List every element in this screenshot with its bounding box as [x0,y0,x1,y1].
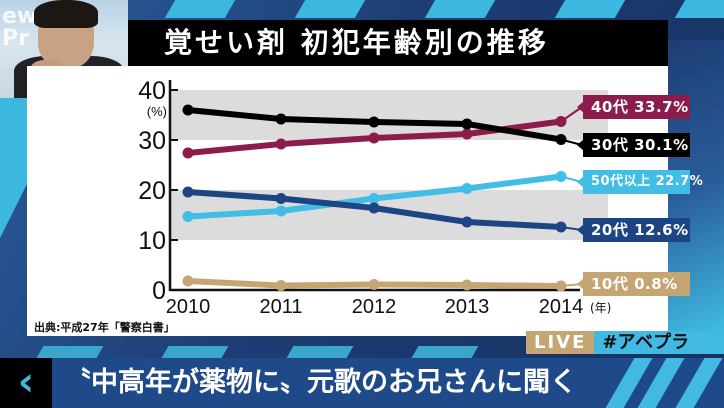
data-point [368,193,380,204]
y-tick-label: 0 [152,277,166,305]
x-tick-label: 2014 [539,296,584,318]
hashtag-label: #アベプラ [594,331,724,354]
data-point [368,202,380,214]
data-point [368,116,380,128]
data-point [182,104,194,116]
data-point [275,138,287,150]
legend-pointer [577,176,584,188]
x-axis-unit: (年) [590,301,611,315]
studio-logo: ew Pr [2,4,38,51]
data-point [555,221,567,233]
presenter-hair [34,0,98,28]
x-tick-label: 2012 [352,296,397,318]
data-point [461,279,473,291]
data-point [555,280,567,292]
chart-title-bar: 覚せい剤 初犯年齢別の推移 [128,20,668,66]
legend-tag: 30代 30.1% [583,133,690,157]
data-point [275,113,287,125]
live-banner: LIVE #アベプラ [526,331,724,354]
data-point [368,279,380,290]
legend-pointer [577,224,584,236]
data-point [275,193,287,204]
legend-tag: 40代 33.7% [583,95,690,119]
data-point [275,280,287,291]
y-tick-label: 10 [138,227,166,255]
data-point [555,134,567,145]
live-badge: LIVE [526,331,595,354]
y-axis-unit: (%) [147,104,167,119]
caption-text: 〝中高年が薬物に〟元歌のお兄さんに聞く [64,367,577,398]
chevron-left-icon[interactable]: ‹ [0,358,52,408]
legend-pointer [577,101,584,113]
data-point [182,275,194,287]
legend-tag: 20代 12.6% [583,218,690,242]
data-point [182,147,194,159]
caption-bar: ‹ 〝中高年が薬物に〟元歌のお兄さんに聞く [0,358,724,408]
data-point [461,128,473,140]
y-tick-label: 40 [138,77,166,105]
source-citation: 出典:平成27年「警察白書」 [34,321,175,334]
y-tick-label: 30 [138,127,166,155]
data-point [555,116,567,127]
caption-stripe [675,358,723,408]
x-tick-label: 2011 [259,296,302,318]
data-point [555,171,567,182]
x-tick-label: 2010 [166,296,211,318]
data-point [461,216,473,228]
chart-title: 覚せい剤 初犯年齢別の推移 [164,26,549,59]
legend-tag: 50代以上 22.7% [583,170,703,194]
legend-tag: 10代 0.8% [583,272,690,296]
y-tick-label: 20 [138,177,166,205]
data-point [461,118,473,130]
presenter-video: ew Pr [0,0,128,98]
data-point [182,211,194,222]
data-point [182,186,194,198]
legend-pointer [577,278,584,290]
x-tick-label: 2013 [445,296,490,318]
legend-pointer [577,139,584,151]
data-point [368,132,380,144]
data-point [275,205,287,217]
data-point [461,183,473,194]
